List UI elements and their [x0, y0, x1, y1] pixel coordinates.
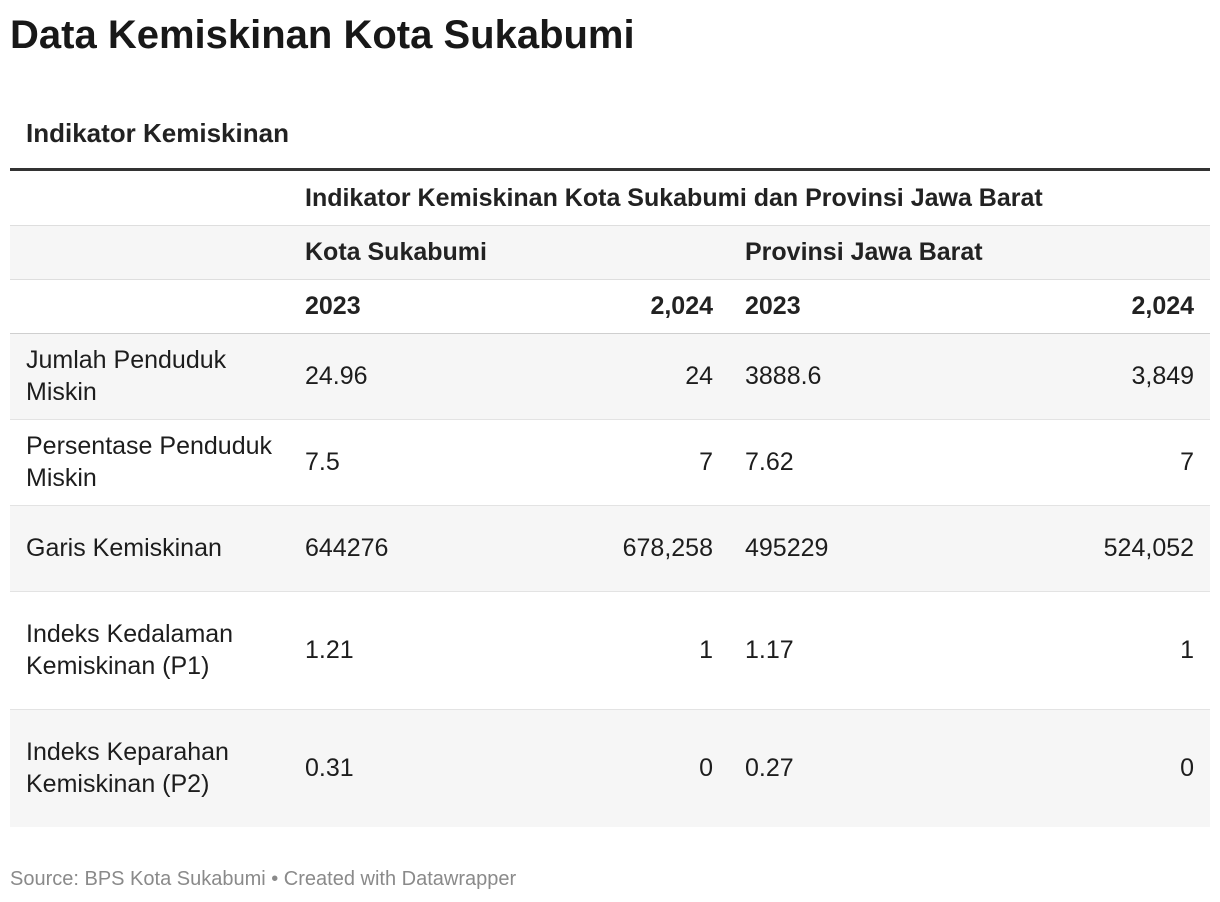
header-blank-cell: [10, 171, 289, 226]
year-header: 2,024: [969, 279, 1211, 334]
row-label: Indeks Kedalaman Kemiskinan (P1): [10, 591, 289, 710]
cell-value: 0.27: [745, 754, 794, 783]
cell-value: 1.21: [289, 591, 529, 710]
cell-value: 0: [699, 754, 713, 783]
region-header-row: Kota Sukabumi Provinsi Jawa Barat: [10, 225, 1211, 280]
cell-value: 24.96: [289, 333, 529, 420]
table-row: Persentase Penduduk Miskin 7.5 7 7.62 7: [10, 419, 1211, 506]
table-row: Jumlah Penduduk Miskin 24.96 24 3888.6 3…: [10, 333, 1211, 420]
page-title: Data Kemiskinan Kota Sukabumi: [10, 13, 635, 57]
cell-value: 3888.6: [729, 333, 969, 420]
group-header-row: Indikator Kemiskinan Kota Sukabumi dan P…: [10, 171, 1211, 226]
cell-value: 24: [529, 333, 729, 420]
row-label: Persentase Penduduk Miskin: [10, 419, 289, 506]
header-blank-cell: [10, 225, 289, 280]
cell-value: 678,258: [529, 505, 729, 592]
data-table: Indikator Kemiskinan Kota Sukabumi dan P…: [10, 171, 1211, 827]
cell-value: 1.17: [729, 591, 969, 710]
header-blank-cell: [10, 279, 289, 334]
table-row: Indeks Keparahan Kemiskinan (P2) 0.31 0 …: [10, 709, 1211, 827]
table-row: Indeks Kedalaman Kemiskinan (P1) 1.21 1 …: [10, 591, 1211, 710]
cell-value: 7.62: [729, 419, 969, 506]
cell-value: 3,849: [969, 333, 1211, 420]
group-header: Indikator Kemiskinan Kota Sukabumi dan P…: [289, 171, 1211, 226]
cell-value: 0: [1180, 754, 1195, 783]
table-header: Indikator Kemiskinan Kota Sukabumi dan P…: [10, 171, 1211, 334]
row-label: Garis Kemiskinan: [10, 505, 289, 592]
cell-value: 1: [969, 591, 1211, 710]
cell-value: 524,052: [969, 505, 1211, 592]
region-header-provinsi: Provinsi Jawa Barat: [729, 225, 1211, 280]
source-footer: Source: BPS Kota Sukabumi • Created with…: [10, 868, 517, 890]
table-title: Indikator Kemiskinan: [26, 118, 289, 148]
cell-value: 495229: [729, 505, 969, 592]
cell-value: 7: [529, 419, 729, 506]
cell-value: 0.31: [305, 754, 354, 783]
table-body: Jumlah Penduduk Miskin 24.96 24 3888.6 3…: [10, 333, 1211, 827]
table-top-rule: [10, 168, 1210, 171]
region-header-kota: Kota Sukabumi: [289, 225, 729, 280]
cell-value: 7: [969, 419, 1211, 506]
year-header: 2,024: [529, 279, 729, 334]
row-label: Indeks Keparahan Kemiskinan (P2): [26, 738, 229, 799]
cell-value: 644276: [289, 505, 529, 592]
cell-value: 1: [529, 591, 729, 710]
cell-value: 7.5: [289, 419, 529, 506]
year-header: 2023: [729, 279, 969, 334]
row-label: Jumlah Penduduk Miskin: [10, 333, 289, 420]
year-header-row: 2023 2,024 2023 2,024: [10, 279, 1211, 334]
year-header: 2023: [289, 279, 529, 334]
table-row: Garis Kemiskinan 644276 678,258 495229 5…: [10, 505, 1211, 592]
